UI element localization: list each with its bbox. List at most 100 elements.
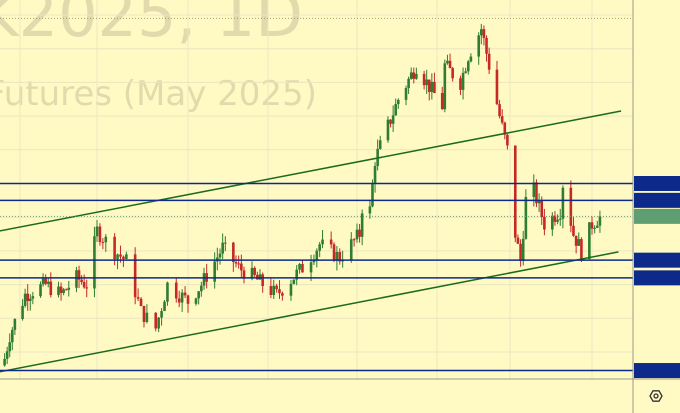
- candle-down: [338, 251, 342, 262]
- candle-down: [553, 215, 557, 222]
- candle-up: [425, 79, 428, 86]
- candle-up: [160, 311, 163, 318]
- candle-up: [349, 239, 353, 261]
- candle-up: [321, 239, 324, 245]
- level-label-bg: [634, 252, 680, 268]
- candle-up: [315, 250, 319, 260]
- candle-up: [23, 293, 27, 306]
- candle-up: [407, 78, 410, 89]
- candles: [3, 23, 602, 367]
- candle-up: [595, 225, 599, 228]
- candle-up: [391, 115, 395, 124]
- drawings: [0, 17, 633, 373]
- candle-down: [329, 239, 333, 245]
- candle-up: [197, 291, 200, 299]
- candle-down: [49, 281, 53, 296]
- candle-down: [281, 293, 284, 296]
- candle-up: [200, 285, 203, 292]
- candle-down: [174, 282, 178, 299]
- candle-up: [368, 206, 372, 214]
- candle-up: [524, 196, 528, 239]
- trendline: [0, 110, 622, 232]
- candle-down: [485, 37, 488, 54]
- candle-up: [125, 254, 128, 260]
- candle-down: [183, 292, 187, 296]
- candle-up: [221, 242, 224, 254]
- candle-down: [519, 243, 522, 262]
- level-label-bg: [634, 192, 680, 208]
- candle-down: [234, 262, 238, 264]
- candle-down: [448, 60, 452, 69]
- candle-down: [301, 264, 304, 273]
- candle-down: [495, 69, 499, 105]
- candle-down: [269, 286, 273, 295]
- candle-down: [516, 237, 520, 244]
- candle-down: [543, 216, 546, 230]
- candle-up: [577, 239, 581, 246]
- candle-up: [430, 81, 434, 92]
- candle-down: [139, 298, 143, 306]
- candle-up: [93, 236, 96, 289]
- candle-down: [136, 297, 140, 299]
- candle-up: [409, 72, 413, 79]
- candle-up: [521, 238, 525, 262]
- candle-up: [593, 227, 596, 229]
- candle-down: [44, 277, 47, 284]
- candle-up: [95, 226, 99, 237]
- candle-up: [39, 284, 42, 297]
- candle-down: [427, 79, 431, 92]
- candle-up: [295, 269, 299, 280]
- candle-up: [31, 296, 35, 299]
- candle-up: [394, 104, 398, 116]
- candle-down: [440, 93, 444, 110]
- candle-down: [253, 267, 256, 275]
- candle-up: [598, 216, 602, 226]
- level-label-bg: [634, 176, 680, 191]
- candle-down: [240, 263, 243, 271]
- candle-up: [464, 71, 467, 73]
- candle-up: [41, 277, 45, 285]
- candle-up: [461, 72, 465, 90]
- candle-down: [487, 53, 491, 70]
- candle-up: [466, 61, 470, 72]
- candle-up: [396, 99, 400, 105]
- candle-up: [67, 287, 71, 290]
- candle-up: [28, 298, 32, 302]
- candle-up: [8, 342, 12, 352]
- candle-up: [163, 301, 166, 312]
- candle-up: [145, 312, 149, 322]
- candle-up: [116, 254, 119, 260]
- candle-down: [232, 242, 235, 263]
- candle-down: [433, 81, 436, 94]
- candle-down: [122, 256, 125, 260]
- candle-down: [422, 73, 426, 86]
- candle-up: [532, 182, 536, 197]
- candle-up: [202, 273, 206, 286]
- candle-down: [513, 145, 517, 238]
- candle-up: [588, 222, 591, 260]
- candle-up: [21, 305, 24, 320]
- candle-up: [469, 56, 473, 62]
- candle-down: [242, 270, 246, 279]
- candle-down: [580, 239, 583, 260]
- candle-down: [500, 116, 504, 123]
- candle-up: [404, 88, 408, 100]
- candle-up: [194, 298, 198, 304]
- gear-icon[interactable]: [649, 390, 663, 402]
- candle-up: [292, 279, 296, 284]
- candle-down: [506, 134, 509, 146]
- candle-up: [415, 73, 418, 79]
- candle-down: [332, 244, 336, 261]
- time-axis[interactable]: [0, 379, 633, 413]
- candle-down: [535, 182, 538, 204]
- candle-down: [482, 29, 486, 38]
- candle-down: [569, 187, 573, 226]
- candle-down: [80, 279, 83, 283]
- candle-up: [537, 200, 541, 204]
- candle-down: [451, 68, 454, 79]
- candle-up: [355, 229, 359, 240]
- candle-up: [551, 215, 554, 230]
- candle-up: [298, 264, 301, 270]
- candle-down: [142, 305, 146, 322]
